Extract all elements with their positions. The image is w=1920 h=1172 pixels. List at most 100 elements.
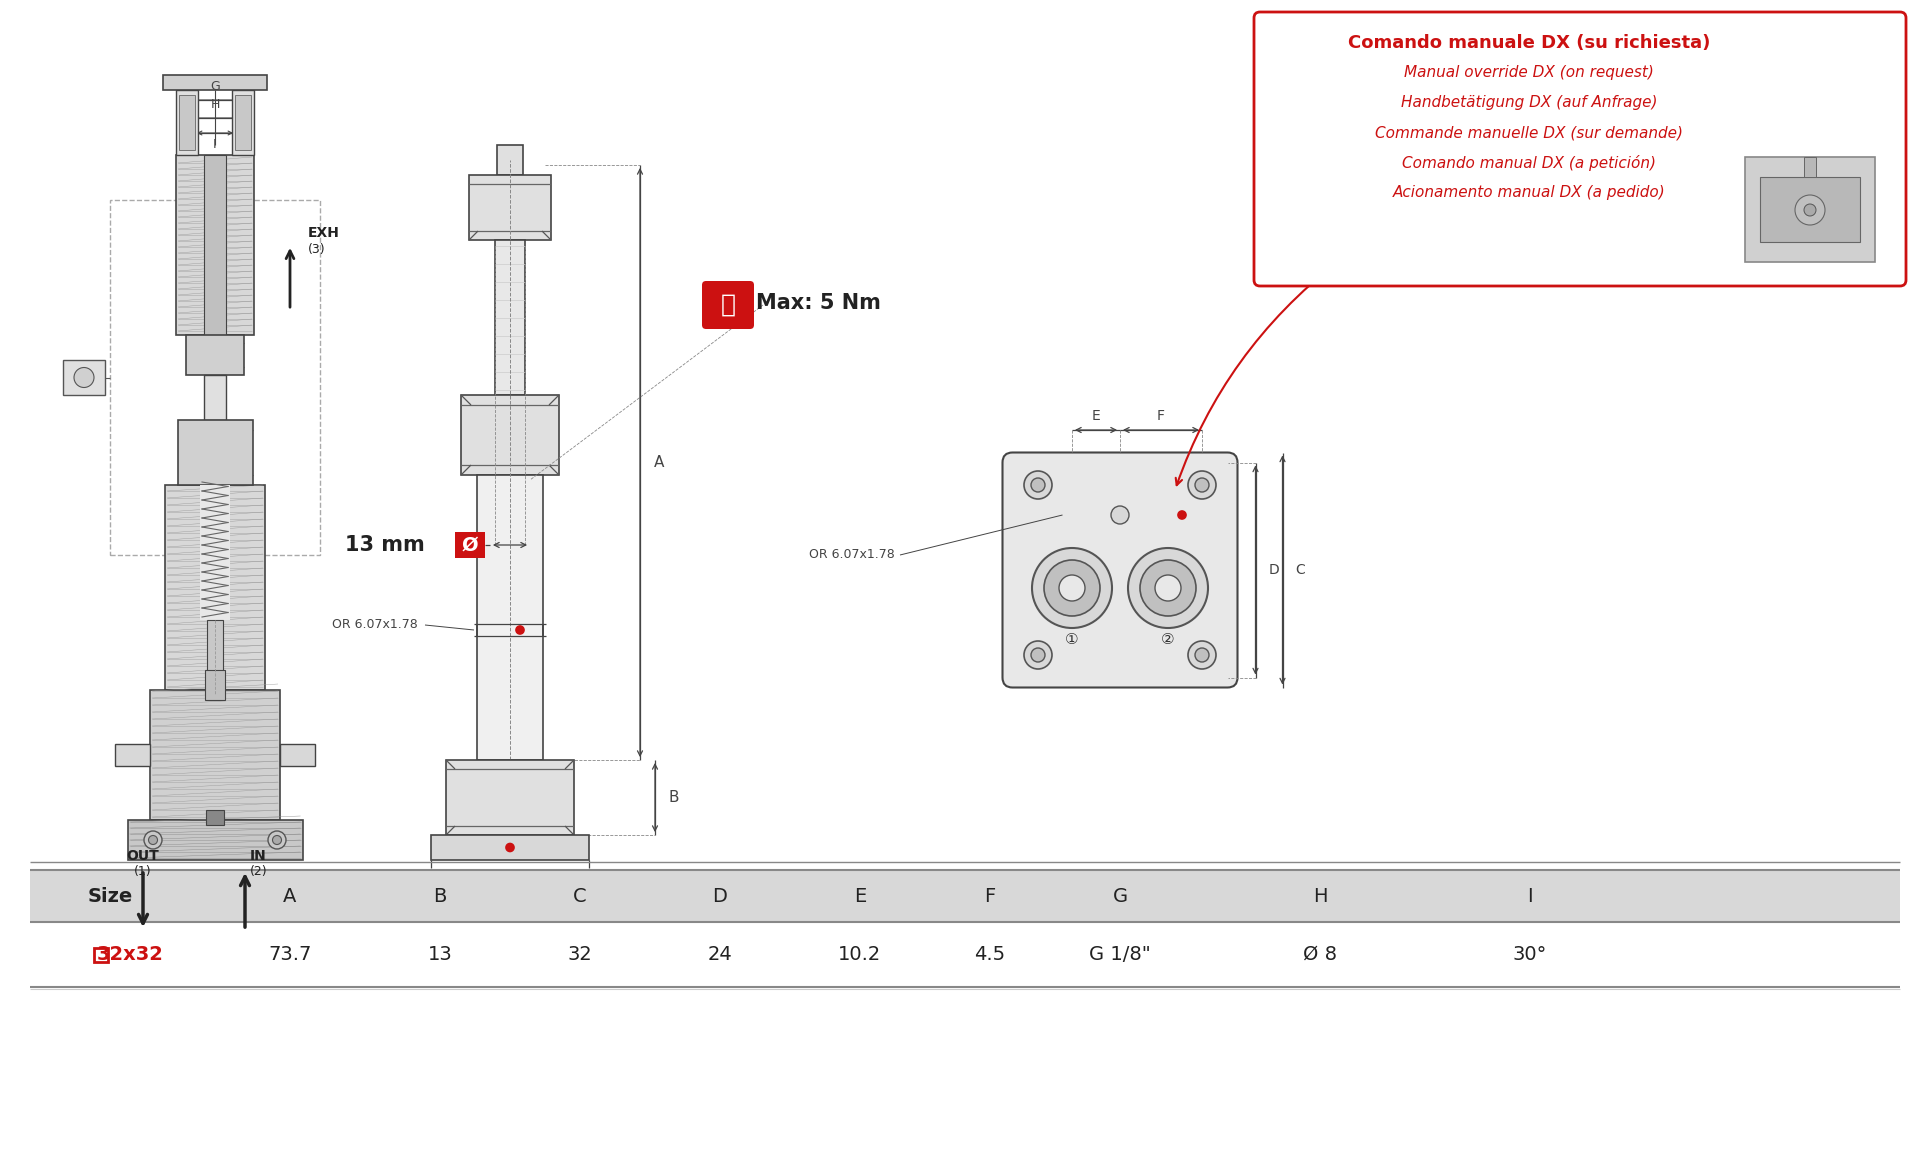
Text: A: A (655, 455, 664, 470)
Text: (3): (3) (307, 244, 326, 257)
Circle shape (144, 831, 161, 849)
Bar (163, 75, 267, 90)
Text: 10.2: 10.2 (839, 945, 881, 965)
Bar (476, 475, 543, 759)
Text: 13 mm: 13 mm (346, 534, 424, 556)
Text: E: E (1092, 409, 1100, 423)
Bar (207, 620, 223, 680)
Circle shape (1194, 648, 1210, 662)
Bar (127, 820, 303, 860)
Circle shape (1795, 195, 1826, 225)
Circle shape (1023, 471, 1052, 499)
Bar (177, 155, 253, 335)
Circle shape (1805, 204, 1816, 216)
Text: ②: ② (1162, 633, 1175, 647)
Bar (115, 744, 150, 766)
Circle shape (1023, 641, 1052, 669)
Circle shape (1179, 511, 1187, 519)
Text: 32x32: 32x32 (96, 945, 163, 965)
Text: OR 6.07x1.78: OR 6.07x1.78 (332, 619, 419, 632)
Text: I: I (213, 138, 217, 151)
Text: 4.5: 4.5 (975, 945, 1006, 965)
Circle shape (1044, 560, 1100, 616)
Text: B: B (668, 790, 680, 805)
Text: 24: 24 (708, 945, 732, 965)
Bar (165, 485, 265, 690)
Text: D: D (1269, 563, 1279, 577)
Text: Ø: Ø (461, 536, 478, 554)
Bar (94, 947, 108, 961)
Bar (205, 670, 225, 700)
Text: Max: 5 Nm: Max: 5 Nm (756, 293, 881, 313)
Text: Ø 8: Ø 8 (1304, 945, 1336, 965)
Text: Size: Size (88, 886, 132, 906)
Text: 30°: 30° (1513, 945, 1548, 965)
Text: ①: ① (1066, 633, 1079, 647)
Text: 73.7: 73.7 (269, 945, 311, 965)
Bar (177, 90, 198, 155)
Bar (63, 360, 106, 395)
Text: Comando manuale DX (su richiesta): Comando manuale DX (su richiesta) (1348, 34, 1711, 52)
Circle shape (148, 836, 157, 845)
Bar (430, 834, 589, 860)
Bar (495, 240, 524, 395)
Text: EXH: EXH (307, 226, 340, 240)
Text: OR 6.07x1.78: OR 6.07x1.78 (808, 548, 895, 561)
Bar (204, 155, 227, 335)
Bar (1805, 157, 1816, 177)
Bar (1761, 177, 1860, 241)
Bar (205, 810, 225, 825)
Bar (179, 95, 196, 150)
FancyBboxPatch shape (703, 281, 755, 329)
Text: Comando manual DX (a petición): Comando manual DX (a petición) (1402, 155, 1655, 171)
Text: Commande manuelle DX (sur demande): Commande manuelle DX (sur demande) (1375, 125, 1682, 141)
Circle shape (1031, 648, 1044, 662)
Bar (461, 395, 559, 475)
Text: C: C (1296, 563, 1306, 577)
Circle shape (1140, 560, 1196, 616)
Text: E: E (854, 886, 866, 906)
Text: Manual override DX (on request): Manual override DX (on request) (1404, 66, 1653, 81)
Text: IN: IN (250, 849, 267, 863)
Bar (234, 95, 252, 150)
Text: Acionamento manual DX (a pedido): Acionamento manual DX (a pedido) (1392, 185, 1665, 200)
Bar (232, 90, 253, 155)
Text: Handbetätigung DX (auf Anfrage): Handbetätigung DX (auf Anfrage) (1400, 95, 1657, 110)
Bar (31, 870, 1901, 922)
Text: F: F (985, 886, 996, 906)
Bar (109, 200, 321, 556)
Text: H: H (1313, 886, 1327, 906)
Circle shape (507, 844, 515, 852)
Text: OUT: OUT (127, 849, 159, 863)
Text: (2): (2) (250, 865, 267, 879)
Text: G: G (209, 81, 221, 94)
Text: I: I (1526, 886, 1532, 906)
Circle shape (269, 831, 286, 849)
Circle shape (1194, 478, 1210, 492)
Text: F: F (1158, 409, 1165, 423)
Text: (1): (1) (134, 865, 152, 879)
Circle shape (1156, 575, 1181, 601)
Circle shape (1129, 548, 1208, 628)
Circle shape (273, 836, 282, 845)
Bar (204, 375, 227, 420)
Bar (186, 335, 244, 375)
Bar (150, 690, 280, 820)
Circle shape (75, 368, 94, 388)
Text: 🔧: 🔧 (720, 293, 735, 316)
Bar (280, 744, 315, 766)
Text: 32: 32 (568, 945, 593, 965)
Text: A: A (284, 886, 298, 906)
Bar (177, 420, 253, 485)
Bar (1745, 157, 1876, 263)
FancyBboxPatch shape (1002, 452, 1238, 688)
Bar (445, 759, 574, 834)
Text: D: D (712, 886, 728, 906)
Text: 13: 13 (428, 945, 453, 965)
FancyBboxPatch shape (1254, 12, 1907, 286)
Circle shape (1112, 506, 1129, 524)
Circle shape (1188, 471, 1215, 499)
Circle shape (1188, 641, 1215, 669)
Circle shape (1033, 548, 1112, 628)
Text: B: B (434, 886, 447, 906)
